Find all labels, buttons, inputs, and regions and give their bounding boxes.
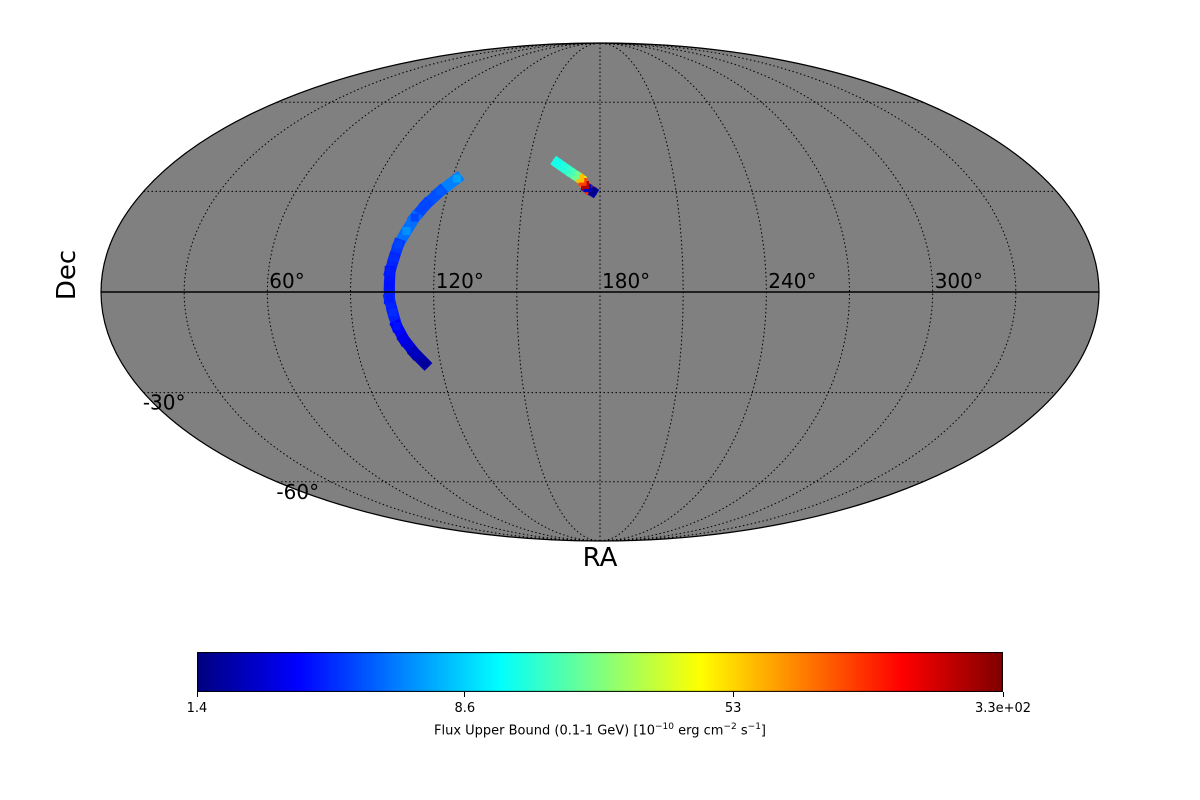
- colorbar-label: Flux Upper Bound (0.1-1 GeV) [10−10 erg …: [433, 722, 767, 739]
- colorbar-tick-label: 1.4: [186, 701, 208, 716]
- y-axis-label: Dec: [52, 250, 82, 300]
- colorbar-tick-mark: [196, 692, 198, 697]
- flux-cell: [422, 200, 431, 209]
- colorbar-tick-mark: [732, 692, 734, 697]
- colorbar-tick-label: 53: [724, 701, 742, 716]
- ra-tick-label: 240°: [768, 269, 816, 293]
- x-axis-label: RA: [583, 543, 618, 573]
- flux-cell: [385, 294, 394, 303]
- flux-cell: [410, 349, 419, 357]
- ra-tick-label: 120°: [436, 269, 484, 293]
- flux-cell: [562, 165, 571, 174]
- flux-cell: [566, 168, 575, 177]
- flux-cell: [588, 187, 597, 196]
- flux-cell: [400, 335, 409, 344]
- flux-cell: [553, 158, 562, 167]
- dec-tick-label: -60°: [276, 480, 319, 504]
- ra-tick-label: 300°: [935, 269, 983, 293]
- meridian-line: [599, 43, 934, 541]
- flux-cells: [382, 155, 600, 371]
- flux-cell: [576, 174, 585, 183]
- flux-cell: [557, 162, 566, 170]
- ra-tick-label: 180°: [602, 269, 650, 293]
- flux-cell: [420, 359, 429, 368]
- flux-cell: [410, 213, 419, 222]
- flux-cell: [571, 171, 580, 180]
- flux-cell: [385, 281, 394, 290]
- colorbar: [197, 652, 1003, 692]
- flux-cell: [452, 174, 461, 183]
- colorbar-tick-mark: [1002, 692, 1004, 697]
- flux-cell: [388, 308, 397, 317]
- ra-tick-label: 60°: [269, 269, 304, 293]
- tick-labels: 300° 240° 180° 120° 60° -30° -60°: [143, 269, 983, 504]
- flux-cell: [436, 187, 445, 196]
- colorbar-tick-mark: [464, 692, 466, 697]
- colorbar-tick-label: 3.3e+02: [974, 701, 1032, 716]
- flux-cell: [402, 227, 411, 235]
- sky-border: [100, 42, 1100, 542]
- flux-cell: [390, 253, 398, 262]
- flux-cell: [392, 322, 401, 331]
- dec-tick-label: -30°: [143, 391, 186, 415]
- flux-cell: [386, 267, 394, 276]
- meridian-line: [266, 43, 601, 541]
- flux-cell: [394, 240, 403, 249]
- mollweide-sky-map: 300° 240° 180° 120° 60° -30° -60° Dec RA: [52, 42, 1100, 573]
- colorbar-tick-label: 8.6: [454, 701, 476, 716]
